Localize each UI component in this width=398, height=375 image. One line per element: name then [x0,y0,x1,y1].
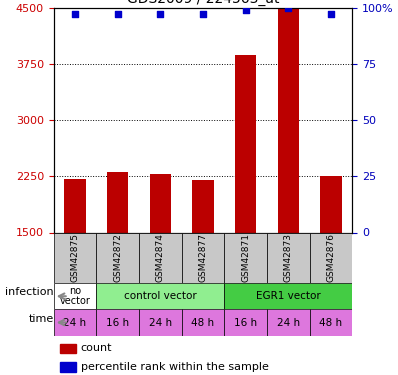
Bar [54,283,96,309]
Text: control vector: control vector [124,291,197,301]
Bar [224,309,267,336]
Text: GSM42875: GSM42875 [70,233,80,282]
Point [328,11,334,17]
Bar [224,283,352,309]
Text: GSM42871: GSM42871 [241,233,250,282]
Bar [224,232,267,283]
Point [115,11,121,17]
Title: GDS2009 / 224563_at: GDS2009 / 224563_at [127,0,279,6]
Bar [278,9,299,232]
Bar [139,309,181,336]
Bar [60,362,76,372]
Bar [181,232,224,283]
Text: GSM42877: GSM42877 [199,233,207,282]
Text: infection: infection [5,287,54,297]
Bar [107,172,129,232]
Bar [235,55,256,232]
Bar [320,176,341,232]
Bar [96,309,139,336]
Text: count: count [80,343,112,353]
Text: GSM42873: GSM42873 [284,233,293,282]
Bar [54,309,96,336]
Point [157,11,164,17]
Text: 48 h: 48 h [191,318,215,327]
Point [242,7,249,13]
Bar [310,309,352,336]
Text: GSM42876: GSM42876 [326,233,336,282]
Text: GSM42874: GSM42874 [156,233,165,282]
Text: GSM42872: GSM42872 [113,233,122,282]
Point [285,4,291,10]
Text: 24 h: 24 h [64,318,87,327]
Bar [64,178,86,232]
Bar [310,232,352,283]
Text: EGR1 vector: EGR1 vector [256,291,321,301]
Bar [96,232,139,283]
Text: 24 h: 24 h [277,318,300,327]
Bar [60,344,76,353]
Bar [267,232,310,283]
Text: 16 h: 16 h [234,318,257,327]
Bar [150,174,171,232]
Bar [54,232,96,283]
Text: no
vector: no vector [60,286,90,306]
Text: percentile rank within the sample: percentile rank within the sample [80,362,269,372]
Text: 16 h: 16 h [106,318,129,327]
Bar [96,283,224,309]
Bar [139,232,181,283]
Point [72,11,78,17]
Text: 48 h: 48 h [319,318,342,327]
Bar [181,309,224,336]
Bar [192,180,214,232]
Text: 24 h: 24 h [149,318,172,327]
Point [200,11,206,17]
Bar [267,309,310,336]
Text: time: time [29,314,54,324]
